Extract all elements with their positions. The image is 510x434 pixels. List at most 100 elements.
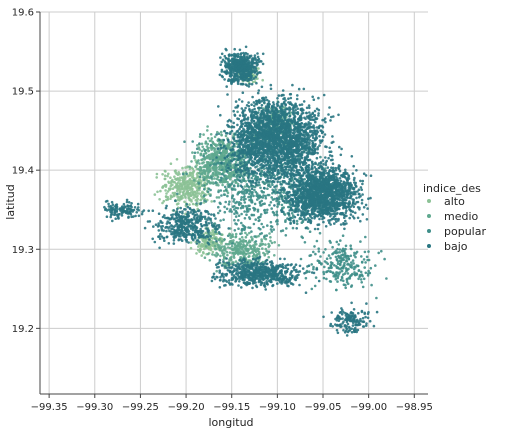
data-point bbox=[311, 95, 315, 99]
data-point bbox=[217, 105, 220, 108]
data-point bbox=[299, 257, 303, 261]
data-point bbox=[317, 250, 321, 253]
data-point bbox=[335, 258, 339, 262]
data-point bbox=[233, 179, 237, 182]
data-point bbox=[218, 237, 221, 241]
data-point bbox=[276, 97, 279, 100]
data-point bbox=[231, 242, 234, 245]
data-point bbox=[212, 152, 216, 156]
data-point bbox=[312, 267, 315, 271]
data-point bbox=[244, 106, 247, 110]
data-point bbox=[243, 134, 246, 137]
data-point bbox=[355, 273, 359, 276]
data-point bbox=[209, 194, 212, 197]
data-point bbox=[280, 164, 284, 167]
data-point bbox=[251, 138, 254, 142]
data-point bbox=[224, 200, 227, 204]
data-point bbox=[207, 233, 211, 237]
data-point bbox=[271, 183, 274, 186]
data-point bbox=[201, 145, 204, 149]
data-point bbox=[251, 95, 254, 99]
data-point bbox=[233, 205, 236, 208]
data-point bbox=[246, 247, 250, 251]
data-point bbox=[328, 106, 331, 109]
data-point bbox=[256, 168, 260, 172]
data-point bbox=[199, 194, 203, 197]
data-point bbox=[269, 161, 273, 164]
data-point bbox=[235, 142, 239, 145]
data-point bbox=[260, 232, 264, 235]
data-point bbox=[230, 196, 234, 200]
data-point bbox=[238, 98, 241, 101]
data-point bbox=[199, 247, 202, 250]
data-point bbox=[222, 193, 226, 196]
data-point bbox=[280, 122, 284, 125]
data-point bbox=[338, 259, 342, 263]
data-point bbox=[269, 135, 273, 139]
data-point bbox=[313, 147, 317, 151]
data-point bbox=[329, 119, 332, 122]
data-point bbox=[184, 166, 187, 169]
data-point bbox=[274, 115, 278, 119]
data-point bbox=[364, 261, 367, 264]
plot-frame bbox=[39, 12, 428, 395]
data-point bbox=[363, 250, 367, 254]
data-point bbox=[242, 196, 245, 199]
data-point bbox=[254, 181, 257, 185]
data-point bbox=[359, 278, 363, 281]
data-point bbox=[276, 165, 280, 168]
data-point bbox=[317, 96, 320, 100]
data-point bbox=[276, 222, 279, 226]
data-point bbox=[275, 143, 279, 146]
data-point bbox=[278, 141, 282, 144]
data-point bbox=[249, 246, 253, 249]
data-point bbox=[338, 248, 342, 251]
data-point bbox=[363, 266, 367, 269]
data-point bbox=[194, 165, 197, 168]
data-point bbox=[250, 156, 253, 159]
data-point bbox=[244, 121, 247, 124]
data-point bbox=[220, 250, 224, 253]
data-point bbox=[281, 155, 284, 158]
data-point bbox=[295, 104, 298, 108]
data-point bbox=[305, 111, 308, 115]
data-point bbox=[359, 273, 362, 277]
data-point bbox=[247, 176, 250, 179]
data-point bbox=[354, 266, 357, 269]
data-point bbox=[230, 125, 234, 128]
data-point bbox=[266, 133, 269, 136]
data-point bbox=[231, 148, 235, 151]
data-point bbox=[329, 158, 333, 162]
data-point bbox=[217, 132, 221, 135]
data-point bbox=[204, 151, 207, 155]
data-point bbox=[260, 238, 263, 241]
data-point bbox=[280, 152, 283, 156]
data-point bbox=[218, 171, 221, 175]
data-point bbox=[262, 225, 265, 229]
data-point bbox=[291, 156, 295, 159]
data-point bbox=[240, 251, 243, 255]
data-point bbox=[258, 219, 261, 222]
data-point bbox=[189, 246, 193, 250]
data-point bbox=[307, 104, 311, 107]
data-point bbox=[237, 227, 240, 230]
data-point bbox=[221, 143, 224, 146]
data-point bbox=[234, 106, 237, 109]
data-point bbox=[288, 139, 292, 142]
data-point bbox=[367, 269, 370, 273]
data-point bbox=[296, 150, 300, 154]
data-point bbox=[327, 254, 331, 257]
data-point bbox=[263, 202, 266, 205]
data-point bbox=[312, 131, 316, 135]
data-point bbox=[177, 196, 181, 199]
data-point bbox=[236, 249, 239, 253]
data-point bbox=[243, 160, 246, 164]
data-point bbox=[198, 172, 201, 175]
data-point bbox=[273, 213, 276, 217]
data-point bbox=[155, 172, 159, 176]
data-point bbox=[277, 94, 281, 97]
data-point bbox=[243, 150, 246, 154]
data-point bbox=[380, 249, 383, 253]
data-point bbox=[291, 83, 294, 87]
data-point bbox=[233, 212, 236, 215]
